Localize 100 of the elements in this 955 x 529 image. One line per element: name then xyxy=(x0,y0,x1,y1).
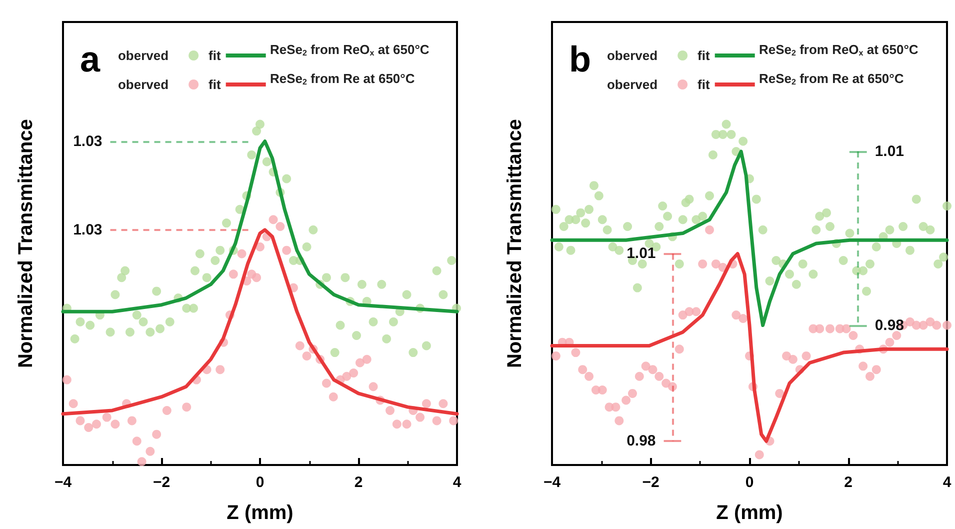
point xyxy=(551,351,560,360)
x-tick-label: 4 xyxy=(452,474,462,491)
point xyxy=(825,324,834,334)
point xyxy=(622,396,631,405)
point xyxy=(295,341,304,350)
point xyxy=(848,331,858,340)
x-tick-label: 2 xyxy=(844,474,852,491)
point xyxy=(146,446,155,456)
legend-label: fit xyxy=(698,48,710,63)
point xyxy=(634,372,644,381)
point xyxy=(76,416,85,426)
x-tick-label: 0 xyxy=(256,474,264,491)
point xyxy=(648,365,658,374)
point xyxy=(162,406,172,415)
point xyxy=(738,314,748,323)
point xyxy=(842,324,851,334)
point xyxy=(256,242,264,252)
point xyxy=(775,388,784,398)
annotation: 1.03 xyxy=(73,221,102,238)
point xyxy=(942,320,952,330)
point xyxy=(422,399,431,408)
point xyxy=(62,375,72,384)
point xyxy=(641,362,650,371)
annotation: 1.01 xyxy=(626,245,656,262)
point xyxy=(282,246,292,255)
point xyxy=(68,399,78,408)
point xyxy=(598,386,607,395)
point xyxy=(328,392,338,402)
legend-label: fit xyxy=(698,77,710,92)
legend-label: fit xyxy=(208,77,222,92)
point xyxy=(152,430,162,439)
chart-title: a xyxy=(80,38,101,80)
point xyxy=(355,358,364,368)
point xyxy=(802,351,811,360)
annotation: 0.98 xyxy=(626,432,656,450)
point xyxy=(302,351,312,360)
x-axis-title: Z (mm) xyxy=(226,502,294,524)
point xyxy=(754,450,764,460)
point xyxy=(865,372,874,381)
point xyxy=(449,416,458,426)
x-tick-label: −2 xyxy=(152,474,170,491)
x-tick-label: −4 xyxy=(543,474,562,491)
point xyxy=(654,372,664,381)
point xyxy=(711,259,720,268)
legend-label: fit xyxy=(208,48,222,63)
point xyxy=(584,372,594,381)
point xyxy=(132,436,142,446)
point xyxy=(127,416,136,426)
point xyxy=(349,368,358,378)
point xyxy=(368,382,378,392)
point xyxy=(872,365,881,374)
point xyxy=(782,351,792,360)
point xyxy=(386,406,395,415)
point xyxy=(614,416,624,426)
point xyxy=(110,420,120,429)
point xyxy=(276,222,285,231)
point xyxy=(611,402,620,412)
point xyxy=(705,225,714,234)
point xyxy=(342,372,352,381)
legend-label: oberved xyxy=(606,77,658,92)
point xyxy=(362,354,372,364)
point xyxy=(788,354,798,364)
point xyxy=(216,365,225,374)
annotation: 0.98 xyxy=(874,316,904,334)
point xyxy=(858,362,868,371)
point xyxy=(322,378,331,388)
legend-label: oberved xyxy=(118,77,169,92)
point xyxy=(628,388,637,398)
x-tick-label: −2 xyxy=(642,474,660,491)
chart-title: b xyxy=(569,38,591,80)
point xyxy=(402,420,412,429)
x-axis-title: Z (mm) xyxy=(716,502,783,524)
point xyxy=(885,338,894,347)
point xyxy=(932,320,942,330)
y-axis-title: Normalized Transmittance xyxy=(504,119,526,368)
point xyxy=(237,249,246,258)
point xyxy=(102,412,112,422)
point xyxy=(268,215,278,224)
point xyxy=(698,259,708,268)
point xyxy=(892,331,902,340)
x-tick-label: 0 xyxy=(745,474,754,491)
legend-label: oberved xyxy=(606,48,658,63)
y-axis-title: Normalized Transmittance xyxy=(15,119,37,368)
point xyxy=(674,344,684,354)
point xyxy=(578,365,588,374)
annotation: 1.01 xyxy=(874,142,904,160)
point xyxy=(392,420,402,429)
point xyxy=(668,382,677,392)
point xyxy=(137,457,146,466)
point xyxy=(692,307,701,316)
point xyxy=(416,412,425,422)
point xyxy=(252,273,262,282)
annotation: 1.03 xyxy=(73,132,102,150)
point xyxy=(815,324,824,334)
point xyxy=(571,348,580,358)
x-tick-label: 4 xyxy=(942,474,952,491)
point xyxy=(228,270,238,279)
point xyxy=(182,402,192,412)
legend-label: oberved xyxy=(118,48,169,63)
point xyxy=(92,420,101,429)
